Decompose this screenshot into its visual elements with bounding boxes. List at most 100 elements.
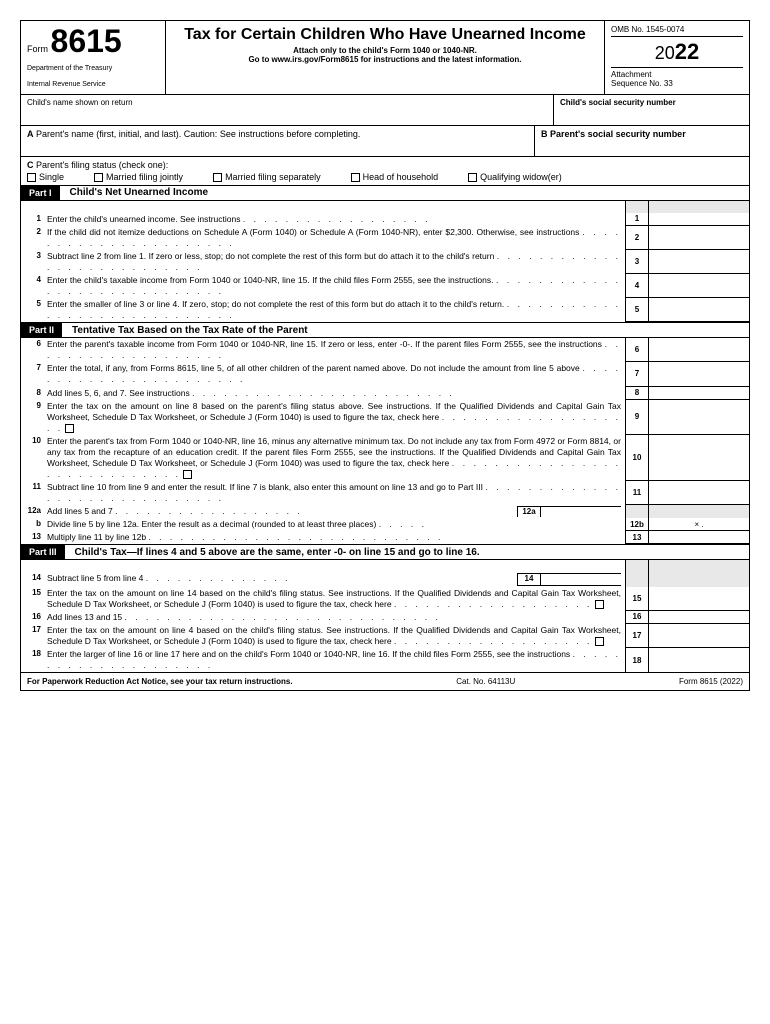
form-subtitle: Attach only to the child's Form 1040 or … [172,46,598,55]
opt-single: Single [39,172,64,182]
line-3-text: Subtract line 2 from line 1. If zero or … [47,251,494,261]
line-17-amount[interactable] [649,624,749,648]
line-18-amount[interactable] [649,648,749,672]
part-1-header: Part I Child's Net Unearned Income [21,186,749,201]
form-number: 8615 [51,23,122,59]
line-5-amount[interactable] [649,298,749,322]
line-17-num: 17 [625,624,649,648]
line-2-num: 2 [625,226,649,250]
section-c-text: Parent's filing status (check one): [36,160,168,170]
line-3-amount[interactable] [649,250,749,274]
part-3-badge: Part III [21,545,65,559]
line-16-amount[interactable] [649,611,749,624]
line-6-text: Enter the parent's taxable income from F… [47,339,602,349]
header-right: OMB No. 1545-0074 2022 Attachment Sequen… [604,21,749,94]
part-2-title: Tentative Tax Based on the Tax Rate of t… [62,325,308,336]
part-2-header: Part II Tentative Tax Based on the Tax R… [21,322,749,338]
section-c-label: C [27,160,34,170]
line-14-amount[interactable] [541,573,621,585]
line-8-amount[interactable] [649,387,749,400]
opt-mfs: Married filing separately [225,172,321,182]
footer-left: For Paperwork Reduction Act Notice, see … [27,677,293,686]
section-a-row: A Parent's name (first, initial, and las… [21,126,749,157]
line-10-amount[interactable] [649,435,749,481]
line-4-text: Enter the child's taxable income from Fo… [47,275,493,285]
line-16-text: Add lines 13 and 15 [47,612,122,622]
line-8-num: 8 [625,387,649,400]
line-10-checkbox[interactable] [183,470,192,479]
child-name-field[interactable]: Child's name shown on return [21,95,554,125]
part-1-title: Child's Net Unearned Income [60,187,209,198]
line-1-num: 1 [625,213,649,226]
line-10-num: 10 [625,435,649,481]
line-13-num: 13 [625,531,649,544]
header-center: Tax for Certain Children Who Have Unearn… [166,21,604,94]
section-b[interactable]: B Parent's social security number [534,126,749,156]
line-6-amount[interactable] [649,338,749,362]
header-left: Form 8615 Department of the Treasury Int… [21,21,166,94]
line-18-num: 18 [625,648,649,672]
line-14-num: 14 [517,573,541,585]
line-2-amount[interactable] [649,226,749,250]
line-9-checkbox[interactable] [65,424,74,433]
line-2-text: If the child did not itemize deductions … [47,227,579,237]
line-12a-amount[interactable] [541,506,621,517]
form-header: Form 8615 Department of the Treasury Int… [21,21,749,95]
line-1-text: Enter the child's unearned income. See i… [47,214,240,224]
line-15-checkbox[interactable] [595,600,604,609]
form-label: Form [27,44,48,54]
line-11-amount[interactable] [649,481,749,505]
lines-part1: 1 Enter the child's unearned income. See … [21,201,749,322]
opt-hoh: Head of household [363,172,439,182]
attachment-label: Attachment [611,70,743,79]
line-12b-text: Divide line 5 by line 12a. Enter the res… [47,519,376,529]
line-16-num: 16 [625,611,649,624]
form-url: Go to www.irs.gov/Form8615 for instructi… [172,55,598,64]
line-15-amount[interactable] [649,587,749,611]
checkbox-mfs[interactable] [213,173,222,182]
child-ssn-field[interactable]: Child's social security number [554,95,749,125]
line-13-text: Multiply line 11 by line 12b [47,532,146,542]
section-a[interactable]: A Parent's name (first, initial, and las… [21,126,534,156]
tax-year: 22 [675,39,699,64]
line-17-checkbox[interactable] [595,637,604,646]
section-a-text: Parent's name (first, initial, and last)… [36,129,360,139]
line-9-amount[interactable] [649,400,749,435]
line-13-amount[interactable] [649,531,749,544]
footer-center: Cat. No. 64113U [456,677,515,686]
opt-mfj: Married filing jointly [106,172,183,182]
line-12b-amount[interactable]: × . [649,518,749,531]
lines-part2: 6Enter the parent's taxable income from … [21,338,749,544]
part-3-header: Part III Child's Tax—If lines 4 and 5 ab… [21,544,749,560]
section-c: C Parent's filing status (check one): Si… [21,157,749,186]
line-15-num: 15 [625,587,649,611]
line-7-num: 7 [625,362,649,386]
checkbox-hoh[interactable] [351,173,360,182]
line-18-text: Enter the larger of line 16 or line 17 h… [47,649,570,659]
line-7-amount[interactable] [649,362,749,386]
form-title: Tax for Certain Children Who Have Unearn… [172,25,598,44]
line-14-text: Subtract line 5 from line 4 [47,573,143,583]
form-8615: Form 8615 Department of the Treasury Int… [20,20,750,691]
line-7-text: Enter the total, if any, from Forms 8615… [47,363,580,373]
year-prefix: 20 [655,43,675,63]
line-11-num: 11 [625,481,649,505]
footer-right: Form 8615 (2022) [679,677,743,686]
checkbox-mfj[interactable] [94,173,103,182]
filing-status-options: Single Married filing jointly Married fi… [27,172,743,182]
dept-treasury: Department of the Treasury [27,65,159,73]
line-9-num: 9 [625,400,649,435]
child-info-row: Child's name shown on return Child's soc… [21,95,749,126]
dept-irs: Internal Revenue Service [27,81,159,89]
checkbox-qw[interactable] [468,173,477,182]
line-12b-num: 12b [625,518,649,531]
line-4-amount[interactable] [649,274,749,298]
line-11-text: Subtract line 10 from line 9 and enter t… [47,482,483,492]
checkbox-single[interactable] [27,173,36,182]
line-4-num: 4 [625,274,649,298]
part-1-badge: Part I [21,186,60,200]
line-1-amount[interactable] [649,213,749,226]
line-8-text: Add lines 5, 6, and 7. See instructions [47,388,190,398]
opt-qw: Qualifying widow(er) [480,172,562,182]
line-12a-num: 12a [517,506,541,517]
